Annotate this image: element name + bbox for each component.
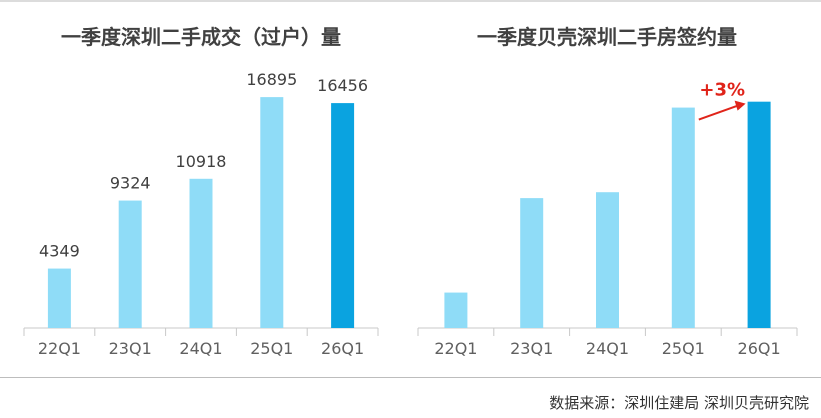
chart-2-bar-24Q1 <box>596 192 619 328</box>
chart-2-bar-22Q1 <box>444 292 468 328</box>
chart-2-bar-25Q1 <box>671 107 695 328</box>
chart-1-data-label: 16895 <box>246 70 297 89</box>
chart-2-tick-label: 25Q1 <box>662 339 705 358</box>
chart-1-data-label: 9324 <box>110 174 151 193</box>
chart-2-title: 一季度贝壳深圳二手房签约量 <box>477 25 737 49</box>
chart-1-tick-label: 26Q1 <box>321 339 364 358</box>
chart-1-tick-label: 23Q1 <box>109 339 152 358</box>
annotation-label: +3% <box>699 80 745 101</box>
chart-1-tick-label: 22Q1 <box>38 339 81 358</box>
chart-1-bar-22Q1 <box>47 268 71 328</box>
annotation-arrow-head <box>734 100 746 111</box>
chart-1-bar-26Q1 <box>331 103 355 328</box>
chart-1-title: 一季度深圳二手成交（过户）量 <box>61 25 341 49</box>
chart-1-bar-23Q1 <box>118 200 142 328</box>
chart-2-tick-label: 24Q1 <box>586 339 629 358</box>
chart-2-tick-label: 23Q1 <box>510 339 553 358</box>
chart-1-tick-label: 25Q1 <box>250 339 293 358</box>
chart-2-bar-23Q1 <box>520 198 544 328</box>
chart-1-bar-24Q1 <box>189 178 213 328</box>
top-divider <box>0 0 821 2</box>
chart-1-bar-25Q1 <box>260 97 284 328</box>
bottom-divider <box>0 377 821 378</box>
chart-2-tick-label: 26Q1 <box>738 339 781 358</box>
chart-2-tick-label: 22Q1 <box>434 339 477 358</box>
chart-1-data-label: 16456 <box>317 76 368 95</box>
chart-2-bar-26Q1 <box>747 101 771 329</box>
chart-1-tick-label: 24Q1 <box>179 339 222 358</box>
source-note: 数据来源：深圳住建局 深圳贝壳研究院 <box>549 394 809 412</box>
chart-1-data-label: 10918 <box>176 152 227 171</box>
chart-1-data-label: 4349 <box>39 242 80 261</box>
annotation-arrow-line <box>698 104 738 121</box>
